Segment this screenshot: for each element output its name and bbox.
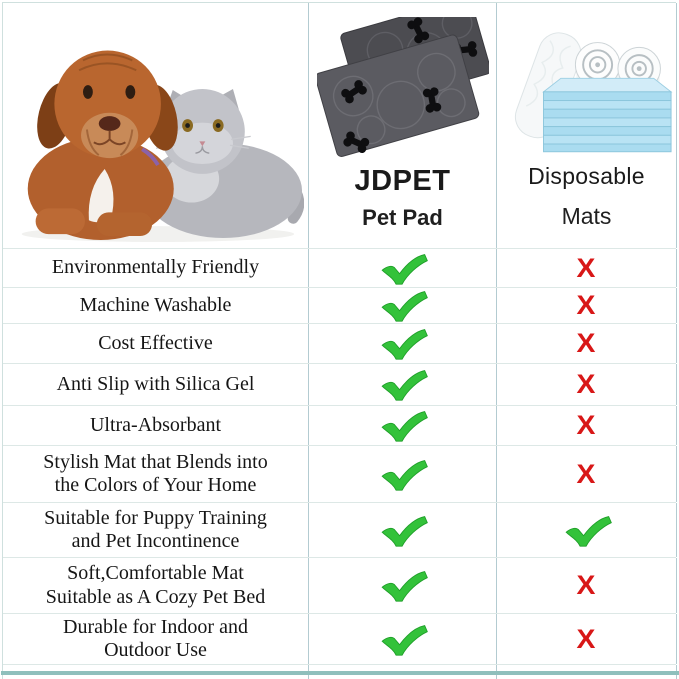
feature-label: Anti Slip with Silica Gel [56,372,255,395]
cat-figure [143,88,304,238]
feature-label: Machine Washable [79,293,232,316]
product-subtitle-disposable: Mats [561,203,612,229]
jdpet-verdict-cell: X [308,503,496,557]
jdpet-washable-pet-pads-photo [316,17,489,157]
jdpet-verdict-cell: X [308,446,496,502]
check-icon [381,370,428,401]
product-column-disposable: Disposable Mats [496,3,677,248]
jdpet-verdict-cell: X [308,558,496,613]
disposable-verdict-cell: X [496,364,677,405]
check-icon [381,571,428,602]
disposable-verdict-cell: X [496,324,677,363]
bottom-accent-bar [1,671,679,675]
table-row: Ultra-Absorbant X X [3,406,677,446]
disposable-verdict-cell: X [496,446,677,502]
table-row: Cost Effective X X [3,324,677,364]
jdpet-verdict-cell: X [308,364,496,405]
table-row: Environmentally Friendly X X [3,249,677,288]
check-icon [381,459,428,491]
cross-icon: X [577,252,596,283]
jdpet-verdict-cell: X [308,249,496,287]
check-icon [381,515,428,547]
comparison-rows: Environmentally Friendly X X Machine Was… [3,249,677,665]
dog-figure [27,50,178,240]
feature-label: Cost Effective [98,331,213,354]
hero-image-cell [3,3,308,248]
table-row: Anti Slip with Silica Gel X X [3,364,677,406]
feature-label: Stylish Mat that Blends into the Colors … [43,450,268,496]
jdpet-verdict-cell: X [308,614,496,664]
check-icon [381,291,428,322]
disposable-verdict-cell: X [496,406,677,445]
cross-icon: X [577,570,596,600]
disposable-verdict-cell: X [496,503,677,557]
table-row: Machine Washable X X [3,288,677,324]
disposable-verdict-cell: X [496,288,677,323]
chart-header: JDPET Pet Pad [3,3,677,249]
disposable-verdict-cell: X [496,614,677,664]
product-column-jdpet: JDPET Pet Pad [308,3,496,248]
feature-label: Soft,Comfortable Mat Suitable as A Cozy … [45,562,266,608]
product-title-disposable: Disposable [528,163,645,189]
cross-icon: X [577,410,596,440]
table-row: Durable for Indoor and Outdoor Use X X [3,614,677,665]
cross-icon: X [577,328,596,358]
product-title-jdpet: JDPET [354,165,451,197]
table-row: Soft,Comfortable Mat Suitable as A Cozy … [3,558,677,614]
check-icon [565,515,612,547]
cross-icon: X [577,369,596,399]
disposable-verdict-cell: X [496,249,677,287]
cross-icon: X [577,458,596,489]
disposable-verdict-cell: X [496,558,677,613]
feature-label: Ultra-Absorbant [89,413,222,436]
dog-and-cat-photo [21,50,304,242]
check-icon [381,624,428,656]
cross-icon: X [577,290,596,320]
disposable-mats-stack-photo [514,32,672,153]
chart-footer [1,665,679,679]
check-icon [381,411,428,442]
jdpet-verdict-cell: X [308,406,496,445]
feature-label: Suitable for Puppy Training and Pet Inco… [44,506,267,552]
jdpet-verdict-cell: X [308,324,496,363]
feature-label: Environmentally Friendly [51,256,260,279]
feature-label: Durable for Indoor and Outdoor Use [63,615,248,661]
check-icon [381,253,428,285]
jdpet-verdict-cell: X [308,288,496,323]
cross-icon: X [577,623,596,654]
table-row: Suitable for Puppy Training and Pet Inco… [3,503,677,558]
product-subtitle-jdpet: Pet Pad [362,205,443,230]
check-icon [381,329,428,360]
table-row: Stylish Mat that Blends into the Colors … [3,446,677,503]
